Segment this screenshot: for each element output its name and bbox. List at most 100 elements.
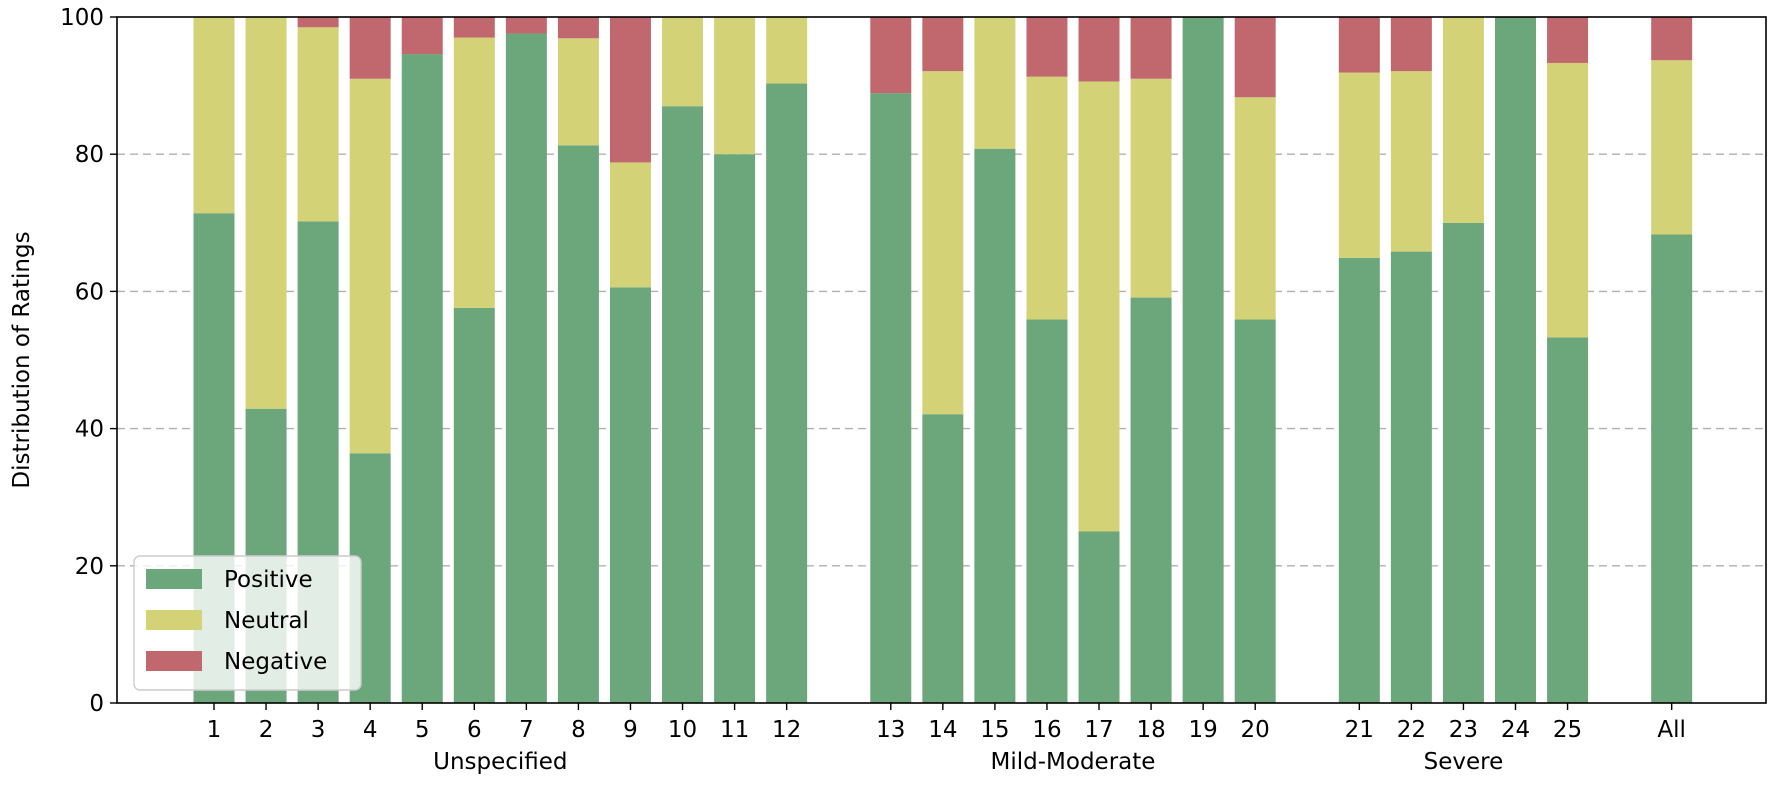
bar-negative-9 — [609, 17, 651, 163]
bar-neutral-16 — [1026, 76, 1068, 320]
x-tick-label: 15 — [980, 717, 1009, 743]
bar-negative-7 — [505, 17, 547, 34]
bar-positive-25 — [1547, 337, 1589, 703]
y-tick-label: 80 — [75, 142, 104, 168]
bar-neutral-8 — [557, 38, 599, 146]
y-tick-label: 0 — [89, 691, 104, 717]
x-tick-label: 22 — [1397, 717, 1426, 743]
x-group-label: Unspecified — [433, 749, 567, 775]
bar-neutral-3 — [297, 27, 339, 222]
bar-negative-14 — [922, 17, 964, 72]
bar-negative-3 — [297, 17, 339, 28]
x-tick-label: 19 — [1188, 717, 1217, 743]
x-group-label: Mild-Moderate — [991, 749, 1156, 775]
x-tick-label: 4 — [363, 717, 378, 743]
bar-neutral-1 — [193, 17, 235, 214]
x-tick-label: 20 — [1241, 717, 1270, 743]
bar-neutral-4 — [349, 78, 391, 454]
x-tick-label: 17 — [1084, 717, 1113, 743]
x-tick-label: 24 — [1501, 717, 1530, 743]
bar-positive-20 — [1234, 319, 1276, 703]
bar-neutral-9 — [609, 162, 651, 288]
bar-negative-22 — [1390, 17, 1432, 72]
x-tick-label: All — [1657, 717, 1686, 743]
bar-neutral-25 — [1547, 62, 1589, 338]
bar-positive-23 — [1442, 222, 1484, 704]
x-group-label: Severe — [1424, 749, 1504, 775]
x-tick-label: 23 — [1449, 717, 1478, 743]
bar-neutral-23 — [1442, 17, 1484, 223]
bar-neutral-21 — [1338, 72, 1380, 258]
bar-neutral-6 — [453, 37, 495, 308]
bar-positive-18 — [1130, 297, 1172, 703]
legend-label-neutral: Neutral — [224, 608, 309, 634]
bar-positive-all — [1651, 234, 1693, 703]
bar-negative-4 — [349, 17, 391, 79]
bar-positive-7 — [505, 33, 547, 704]
y-tick-label: 100 — [60, 5, 104, 31]
bar-neutral-10 — [662, 17, 704, 107]
bar-positive-8 — [557, 145, 599, 704]
x-tick-label: 5 — [415, 717, 430, 743]
bar-negative-16 — [1026, 17, 1068, 77]
bar-neutral-all — [1651, 60, 1693, 235]
x-tick-label: 12 — [772, 717, 801, 743]
bar-negative-6 — [453, 17, 495, 38]
bar-neutral-14 — [922, 71, 964, 415]
bar-positive-22 — [1390, 251, 1432, 703]
bar-positive-14 — [922, 414, 964, 703]
bar-positive-10 — [662, 106, 704, 704]
y-tick-label: 40 — [75, 417, 104, 443]
bar-negative-25 — [1547, 17, 1589, 63]
legend-swatch-negative — [146, 651, 202, 671]
y-axis-title: Distribution of Ratings — [9, 231, 35, 488]
bar-positive-19 — [1182, 17, 1224, 703]
x-tick-label: 16 — [1032, 717, 1061, 743]
bar-positive-16 — [1026, 319, 1068, 703]
x-tick-label: 3 — [311, 717, 326, 743]
bar-negative-18 — [1130, 17, 1172, 79]
legend-label-negative: Negative — [224, 649, 327, 675]
bar-positive-5 — [401, 54, 443, 703]
y-tick-label: 60 — [75, 279, 104, 305]
x-tick-label: 25 — [1553, 717, 1582, 743]
y-tick-label: 20 — [75, 554, 104, 580]
bar-positive-12 — [766, 83, 808, 704]
bar-neutral-2 — [245, 17, 287, 409]
x-tick-label: 14 — [928, 717, 957, 743]
bar-neutral-17 — [1078, 81, 1120, 532]
x-tick-label: 11 — [720, 717, 749, 743]
legend-label-positive: Positive — [224, 567, 313, 593]
bar-negative-5 — [401, 17, 443, 55]
x-tick-label: 8 — [571, 717, 586, 743]
x-tick-label: 2 — [259, 717, 274, 743]
bar-neutral-15 — [974, 17, 1016, 149]
legend-swatch-neutral — [146, 610, 202, 630]
bar-neutral-22 — [1390, 71, 1432, 252]
x-tick-label: 13 — [876, 717, 905, 743]
x-tick-label: 21 — [1345, 717, 1374, 743]
bar-neutral-11 — [714, 17, 756, 155]
legend-swatch-positive — [146, 569, 202, 589]
bar-negative-21 — [1338, 17, 1380, 73]
x-tick-label: 6 — [467, 717, 482, 743]
bar-negative-all — [1651, 17, 1693, 61]
x-tick-label: 9 — [623, 717, 638, 743]
bar-positive-24 — [1495, 17, 1536, 703]
bar-neutral-12 — [766, 17, 808, 84]
bar-positive-9 — [609, 287, 651, 703]
bar-neutral-18 — [1130, 78, 1172, 298]
x-tick-label: 1 — [207, 717, 222, 743]
bar-negative-20 — [1234, 17, 1276, 98]
x-tick-label: 10 — [668, 717, 697, 743]
bar-positive-6 — [453, 307, 495, 703]
bar-positive-11 — [714, 154, 756, 703]
plot-frame — [116, 16, 1767, 704]
bar-neutral-20 — [1234, 97, 1276, 320]
bar-negative-8 — [557, 17, 599, 39]
bar-positive-15 — [974, 148, 1016, 703]
bar-positive-13 — [870, 93, 912, 703]
x-tick-label: 7 — [519, 717, 534, 743]
